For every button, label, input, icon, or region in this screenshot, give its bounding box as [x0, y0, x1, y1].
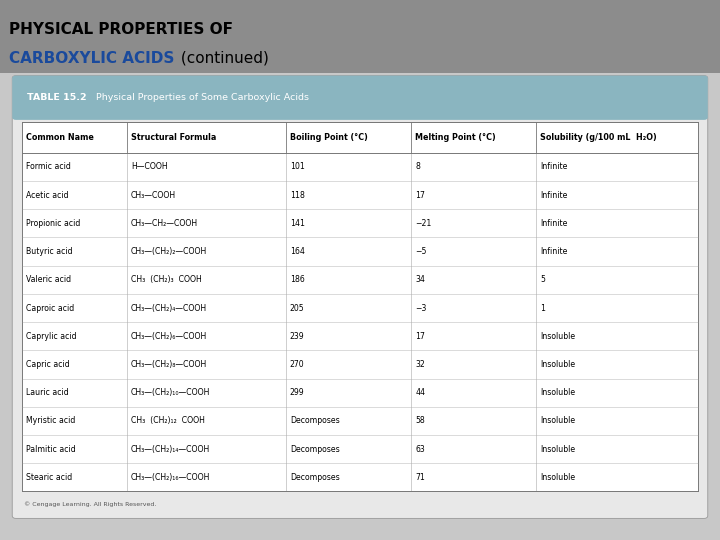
- Text: 32: 32: [415, 360, 425, 369]
- Text: 205: 205: [290, 303, 305, 313]
- Text: 5: 5: [540, 275, 545, 284]
- Text: Stearic acid: Stearic acid: [26, 473, 72, 482]
- Text: Valeric acid: Valeric acid: [26, 275, 71, 284]
- Text: 186: 186: [290, 275, 305, 284]
- Text: −21: −21: [415, 219, 431, 228]
- Text: Decomposes: Decomposes: [290, 444, 340, 454]
- Text: 58: 58: [415, 416, 425, 426]
- Text: Insoluble: Insoluble: [540, 360, 575, 369]
- Text: CH₃—(CH₂)₆—COOH: CH₃—(CH₂)₆—COOH: [131, 332, 207, 341]
- Text: Physical Properties of Some Carboxylic Acids: Physical Properties of Some Carboxylic A…: [90, 93, 309, 102]
- Text: CH₃—CH₂—COOH: CH₃—CH₂—COOH: [131, 219, 198, 228]
- Text: 17: 17: [415, 332, 425, 341]
- Text: 1: 1: [540, 303, 545, 313]
- Text: −3: −3: [415, 303, 426, 313]
- Text: 34: 34: [415, 275, 425, 284]
- Text: Propionic acid: Propionic acid: [26, 219, 81, 228]
- Text: 44: 44: [415, 388, 425, 397]
- Text: Infinite: Infinite: [540, 219, 567, 228]
- Text: Infinite: Infinite: [540, 247, 567, 256]
- Text: 8: 8: [415, 163, 420, 171]
- Text: 101: 101: [290, 163, 305, 171]
- Text: Caprylic acid: Caprylic acid: [26, 332, 76, 341]
- Text: −5: −5: [415, 247, 426, 256]
- Text: CH₃—(CH₂)₈—COOH: CH₃—(CH₂)₈—COOH: [131, 360, 207, 369]
- Text: Solubility (g/100 mL  H₂O): Solubility (g/100 mL H₂O): [540, 133, 657, 141]
- Text: Insoluble: Insoluble: [540, 416, 575, 426]
- Text: Structural Formula: Structural Formula: [131, 133, 216, 141]
- Text: Infinite: Infinite: [540, 163, 567, 171]
- Text: CH₃—(CH₂)₁₆—COOH: CH₃—(CH₂)₁₆—COOH: [131, 473, 210, 482]
- Text: CH₃—(CH₂)₂—COOH: CH₃—(CH₂)₂—COOH: [131, 247, 207, 256]
- Text: Boiling Point (°C): Boiling Point (°C): [290, 133, 368, 141]
- Text: 299: 299: [290, 388, 305, 397]
- Text: Palmitic acid: Palmitic acid: [26, 444, 76, 454]
- FancyBboxPatch shape: [0, 0, 720, 73]
- Text: CH₃  (CH₂)₃  COOH: CH₃ (CH₂)₃ COOH: [131, 275, 202, 284]
- Text: Infinite: Infinite: [540, 191, 567, 200]
- Text: © Cengage Learning. All Rights Reserved.: © Cengage Learning. All Rights Reserved.: [24, 501, 157, 507]
- Text: Acetic acid: Acetic acid: [26, 191, 68, 200]
- Text: Formic acid: Formic acid: [26, 163, 71, 171]
- Text: Butyric acid: Butyric acid: [26, 247, 73, 256]
- Text: CH₃—(CH₂)₁₀—COOH: CH₃—(CH₂)₁₀—COOH: [131, 388, 210, 397]
- Text: Melting Point (°C): Melting Point (°C): [415, 133, 496, 141]
- Text: Insoluble: Insoluble: [540, 444, 575, 454]
- Text: 141: 141: [290, 219, 305, 228]
- Text: PHYSICAL PROPERTIES OF: PHYSICAL PROPERTIES OF: [9, 22, 233, 37]
- Text: Lauric acid: Lauric acid: [26, 388, 68, 397]
- Text: 164: 164: [290, 247, 305, 256]
- Text: 63: 63: [415, 444, 425, 454]
- Text: 239: 239: [290, 332, 305, 341]
- Text: CH₃  (CH₂)₁₂  COOH: CH₃ (CH₂)₁₂ COOH: [131, 416, 204, 426]
- Text: (continued): (continued): [176, 51, 269, 66]
- Text: CH₃—(CH₂)₁₄—COOH: CH₃—(CH₂)₁₄—COOH: [131, 444, 210, 454]
- Text: TABLE 15.2: TABLE 15.2: [27, 93, 86, 102]
- Text: 17: 17: [415, 191, 425, 200]
- Text: Decomposes: Decomposes: [290, 416, 340, 426]
- Text: Decomposes: Decomposes: [290, 473, 340, 482]
- Text: CARBOXYLIC ACIDS: CARBOXYLIC ACIDS: [9, 51, 175, 66]
- Text: CH₃—(CH₂)₄—COOH: CH₃—(CH₂)₄—COOH: [131, 303, 207, 313]
- Text: Common Name: Common Name: [26, 133, 94, 141]
- Text: Insoluble: Insoluble: [540, 388, 575, 397]
- Text: Caproic acid: Caproic acid: [26, 303, 74, 313]
- Text: 118: 118: [290, 191, 305, 200]
- Text: Myristic acid: Myristic acid: [26, 416, 76, 426]
- FancyBboxPatch shape: [22, 122, 698, 491]
- Text: 270: 270: [290, 360, 305, 369]
- Text: Insoluble: Insoluble: [540, 332, 575, 341]
- Text: 71: 71: [415, 473, 425, 482]
- FancyBboxPatch shape: [12, 76, 708, 518]
- Text: CH₃—COOH: CH₃—COOH: [131, 191, 176, 200]
- Text: H—COOH: H—COOH: [131, 163, 168, 171]
- Text: Insoluble: Insoluble: [540, 473, 575, 482]
- Text: Capric acid: Capric acid: [26, 360, 70, 369]
- FancyBboxPatch shape: [12, 76, 708, 120]
